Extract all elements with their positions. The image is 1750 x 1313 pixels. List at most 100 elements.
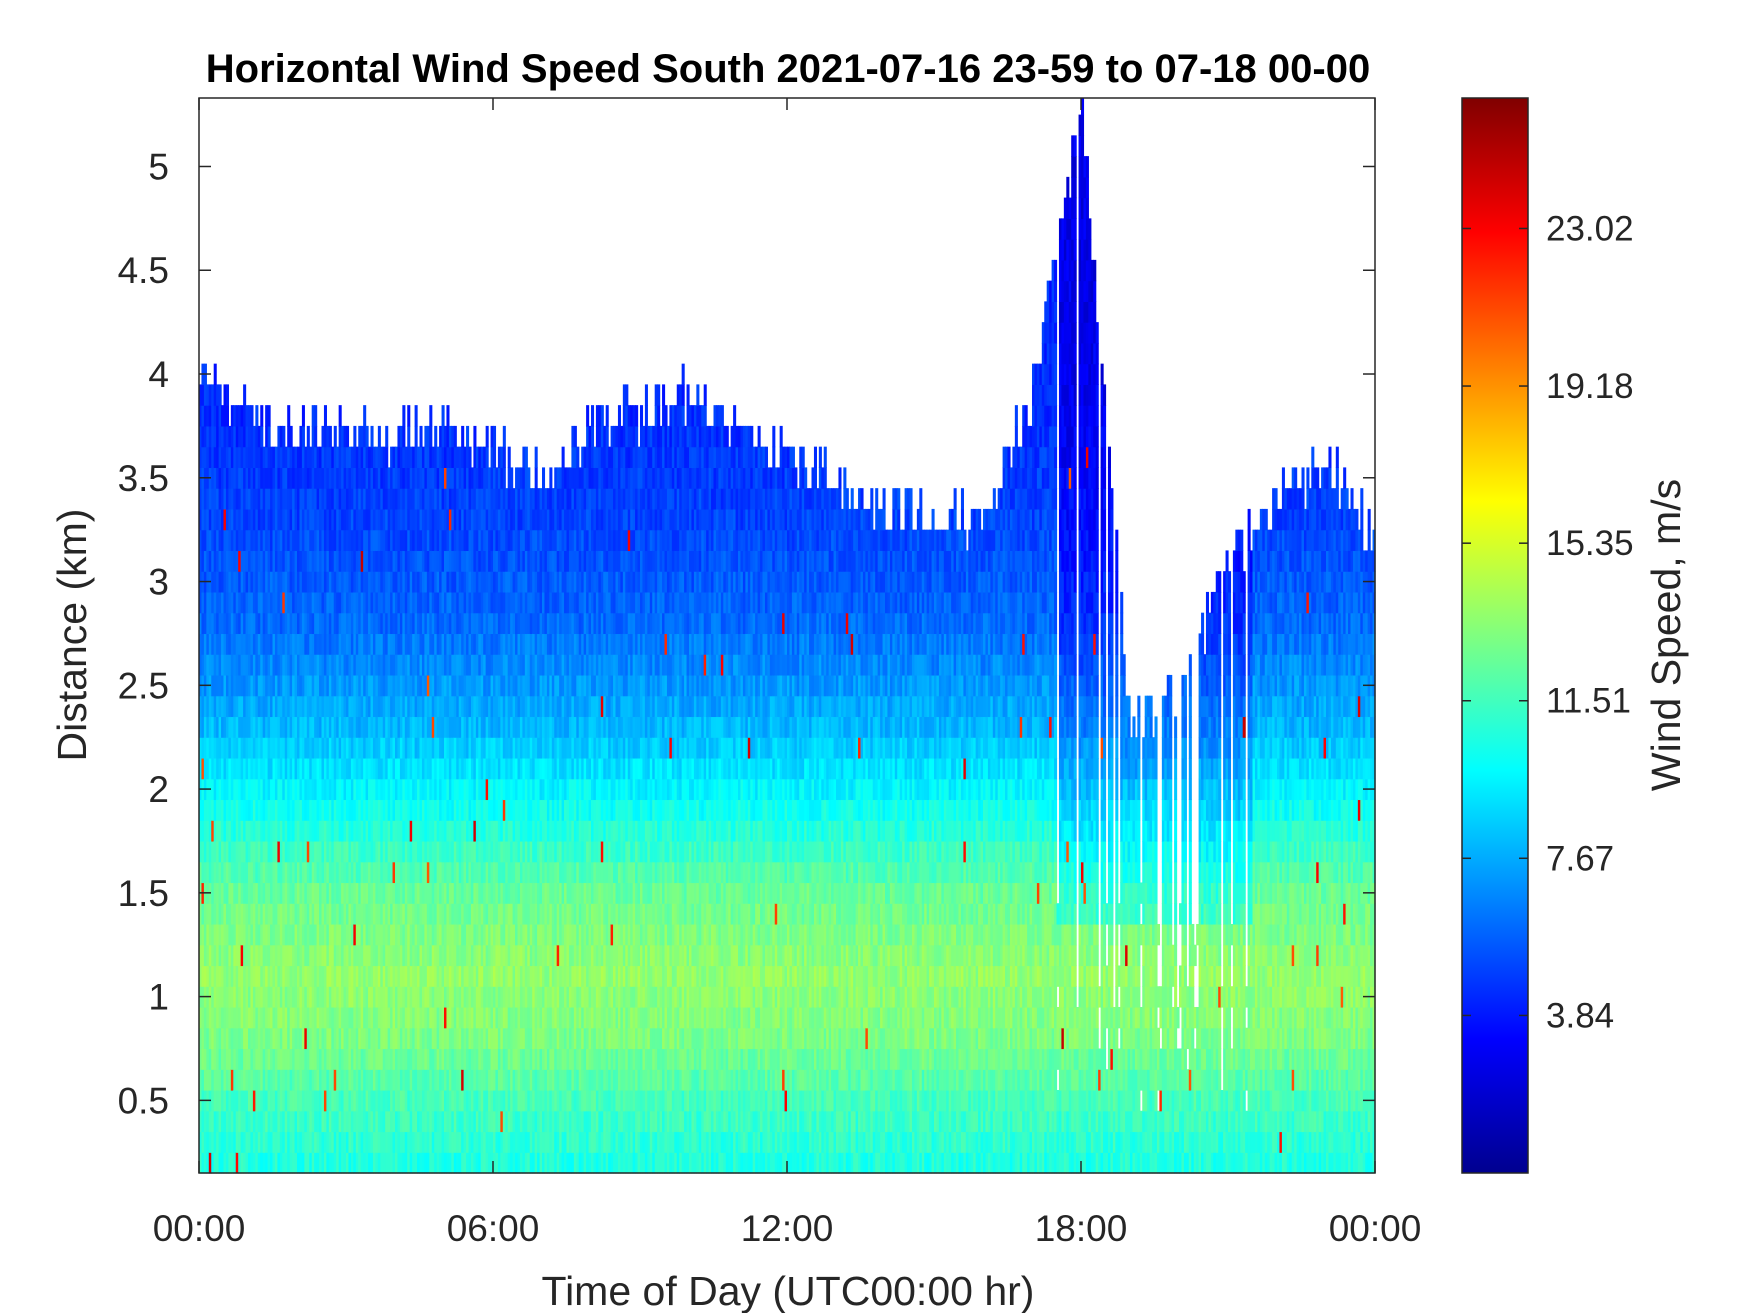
heatmap-cell	[225, 757, 229, 780]
heatmap-cell	[245, 1089, 249, 1112]
heatmap-cell	[211, 1089, 215, 1112]
heatmap-cell	[250, 425, 254, 448]
heatmap-cell	[277, 654, 281, 676]
heatmap-cell	[260, 695, 264, 718]
heatmap-cell	[218, 882, 222, 904]
heatmap-cell	[233, 591, 237, 614]
heatmap-cell	[211, 965, 215, 987]
heatmap-cell	[252, 1069, 256, 1091]
heatmap-cell	[233, 446, 237, 468]
heatmap-cell	[272, 591, 276, 614]
heatmap-cell	[255, 488, 259, 510]
heatmap-cell	[243, 508, 247, 531]
heatmap-cell	[228, 695, 232, 718]
heatmap-cell	[287, 467, 291, 489]
heatmap-cell	[201, 1069, 205, 1091]
heatmap-cell	[203, 1027, 207, 1050]
heatmap-cell	[243, 384, 247, 406]
heatmap-cell	[277, 1048, 281, 1070]
heatmap-cell	[199, 923, 203, 946]
heatmap-cell	[287, 716, 291, 738]
heatmap-cell	[206, 405, 210, 427]
heatmap-cell	[223, 757, 227, 780]
heatmap-cell	[201, 965, 205, 987]
heatmap-cell	[201, 695, 205, 718]
heatmap-cell	[233, 508, 237, 531]
heatmap-cell	[218, 1131, 222, 1153]
heatmap-cell	[218, 488, 222, 510]
heatmap-cell	[274, 882, 278, 904]
heatmap-cell	[211, 1110, 215, 1133]
heatmap-cell	[243, 840, 247, 863]
heatmap-cell	[238, 405, 242, 427]
heatmap-cell	[235, 425, 239, 448]
heatmap-cell	[284, 1089, 288, 1112]
heatmap-cell	[267, 405, 271, 427]
heatmap-cell	[270, 1110, 274, 1133]
heatmap-cell	[235, 446, 239, 468]
heatmap-cell	[243, 778, 247, 801]
heatmap-cell	[245, 820, 249, 842]
heatmap-cell	[260, 508, 264, 531]
heatmap-cell	[225, 405, 229, 427]
heatmap-cell	[199, 1152, 203, 1174]
heatmap-cell	[265, 654, 269, 676]
heatmap-cell	[265, 425, 269, 448]
heatmap-cell	[255, 778, 259, 801]
heatmap-cell	[238, 716, 242, 738]
heatmap-cell	[277, 550, 281, 572]
heatmap-cell	[233, 550, 237, 572]
heatmap-cell	[289, 923, 293, 946]
heatmap-cell	[270, 861, 274, 884]
heatmap-cell	[218, 1069, 222, 1091]
heatmap-cell	[208, 965, 212, 987]
heatmap-cell	[267, 923, 271, 946]
heatmap-cell	[208, 1152, 212, 1174]
heatmap-cell	[238, 923, 242, 946]
heatmap-cell	[203, 757, 207, 780]
heatmap-cell	[245, 695, 249, 718]
heatmap-cell	[211, 1069, 215, 1091]
heatmap-cell	[218, 571, 222, 593]
heatmap-cell	[230, 986, 234, 1008]
heatmap-cell	[243, 1131, 247, 1153]
heatmap-cell	[270, 508, 274, 531]
heatmap-cell	[233, 654, 237, 676]
heatmap-cell	[199, 861, 203, 884]
heatmap-cell	[238, 861, 242, 884]
heatmap-cell	[218, 799, 222, 821]
heatmap-cell	[255, 571, 259, 593]
heatmap-cell	[270, 571, 274, 593]
heatmap-cell	[272, 1048, 276, 1070]
heatmap-cell	[262, 612, 266, 635]
heatmap-cell	[233, 674, 237, 697]
heatmap-cell	[265, 986, 269, 1008]
heatmap-cell	[267, 488, 271, 510]
heatmap-cell	[279, 923, 283, 946]
heatmap-cell	[248, 986, 252, 1008]
heatmap-cell	[228, 1069, 232, 1091]
heatmap-cell	[250, 571, 254, 593]
heatmap-cell	[274, 1048, 278, 1070]
heatmap-cell	[287, 799, 291, 821]
heatmap-cell	[279, 903, 283, 925]
heatmap-cell	[270, 1048, 274, 1070]
heatmap-cell	[250, 1069, 254, 1091]
heatmap-cell	[250, 674, 254, 697]
heatmap-cell	[240, 944, 244, 967]
heatmap-cell	[262, 757, 266, 780]
heatmap-cell	[245, 882, 249, 904]
heatmap-cell	[216, 944, 220, 967]
heatmap-cell	[287, 591, 291, 614]
heatmap-cell	[274, 799, 278, 821]
heatmap-cell	[282, 944, 286, 967]
heatmap-cell	[245, 1027, 249, 1050]
heatmap-cell	[262, 903, 266, 925]
heatmap-cell	[230, 674, 234, 697]
heatmap-cell	[223, 1089, 227, 1112]
heatmap-cell	[353, 425, 357, 448]
heatmap-cell	[199, 820, 203, 842]
heatmap-cell	[230, 467, 234, 489]
heatmap-cell	[260, 737, 264, 759]
heatmap-cell	[252, 799, 256, 821]
